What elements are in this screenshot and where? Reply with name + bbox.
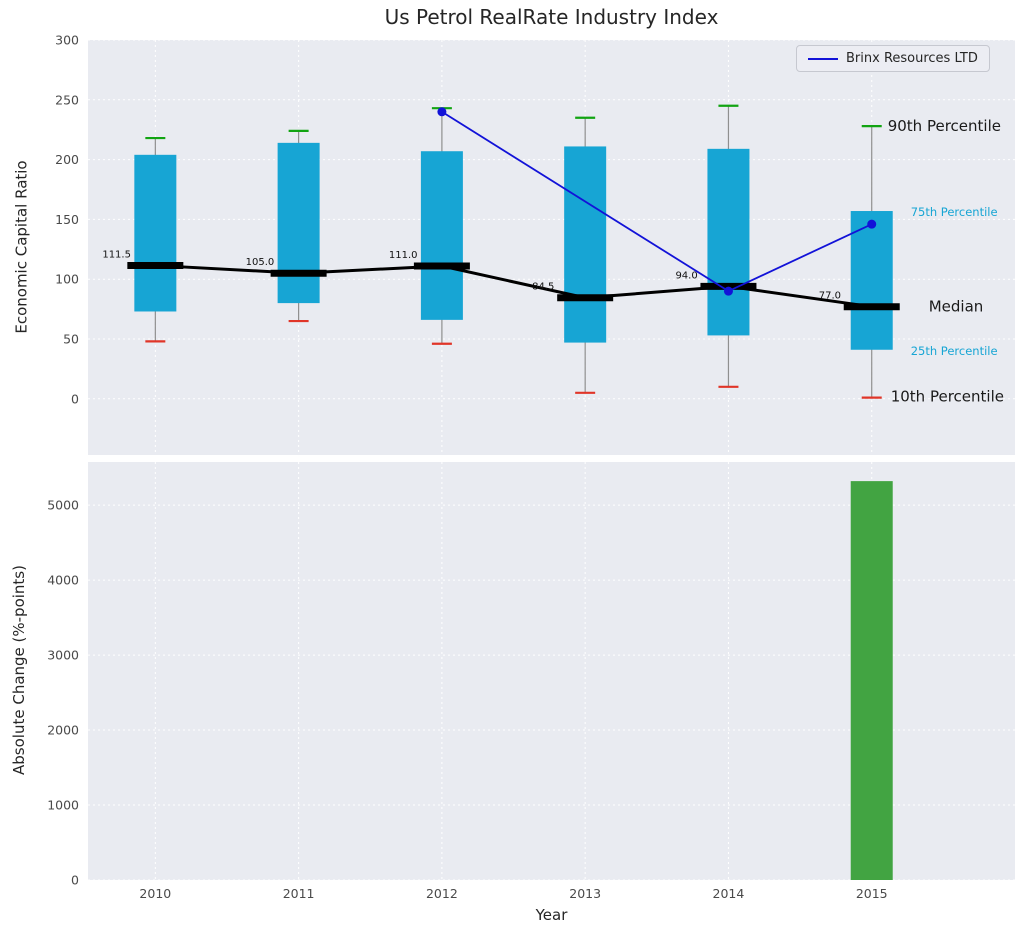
xtick-label: 2011 [283, 886, 315, 901]
top-ytick-label: 200 [55, 152, 79, 167]
company-point-2015 [867, 219, 877, 229]
iqr-box-2014 [707, 148, 750, 336]
annotation-90th-percentile: 90th Percentile [888, 117, 1001, 135]
median-value-label: 84.5 [532, 282, 554, 293]
annotation-25th-percentile: 25th Percentile [911, 344, 998, 358]
annotation-10th-percentile: 10th Percentile [891, 387, 1004, 405]
company-point-2014 [723, 286, 733, 296]
legend-line-icon [808, 57, 838, 60]
median-value-label: 111.5 [102, 249, 131, 260]
median-value-label: 111.0 [389, 250, 418, 261]
top-ytick-label: 100 [55, 272, 79, 287]
top-ytick-label: 0 [71, 391, 79, 406]
median-value-label: 94.0 [675, 270, 697, 281]
bar-2015 [850, 481, 893, 880]
bottom-ytick-label: 3000 [47, 648, 79, 663]
xtick-label: 2012 [426, 886, 458, 901]
legend-label: Brinx Resources LTD [846, 51, 978, 66]
annotation-median: Median [929, 298, 984, 316]
bottom-ytick-label: 2000 [47, 723, 79, 738]
chart-title: Us Petrol RealRate Industry Index [384, 5, 719, 29]
median-value-label: 105.0 [246, 257, 275, 268]
bottom-ytick-label: 5000 [47, 498, 79, 513]
top-y-axis-label: Economic Capital Ratio [12, 160, 31, 334]
iqr-box-2012 [420, 151, 463, 320]
top-ytick-label: 50 [63, 331, 79, 346]
xtick-label: 2010 [139, 886, 171, 901]
company-point-2012 [437, 107, 447, 117]
xtick-label: 2014 [713, 886, 745, 901]
top-ytick-label: 250 [55, 92, 79, 107]
x-axis-label: Year [535, 906, 568, 924]
iqr-box-2015 [850, 211, 893, 350]
top-ytick-label: 150 [55, 212, 79, 227]
xtick-label: 2013 [569, 886, 601, 901]
xtick-label: 2015 [856, 886, 888, 901]
bottom-ytick-label: 1000 [47, 798, 79, 813]
bottom-y-axis-label: Absolute Change (%-points) [10, 565, 28, 775]
iqr-box-2010 [134, 154, 177, 312]
iqr-box-2011 [277, 142, 320, 304]
legend: Brinx Resources LTD [796, 45, 990, 72]
top-ytick-label: 300 [55, 33, 79, 48]
bottom-ytick-label: 4000 [47, 573, 79, 588]
bottom-ytick-label: 0 [71, 873, 79, 888]
median-value-label: 77.0 [819, 291, 841, 302]
iqr-box-2013 [564, 146, 607, 343]
annotation-75th-percentile: 75th Percentile [911, 205, 998, 219]
